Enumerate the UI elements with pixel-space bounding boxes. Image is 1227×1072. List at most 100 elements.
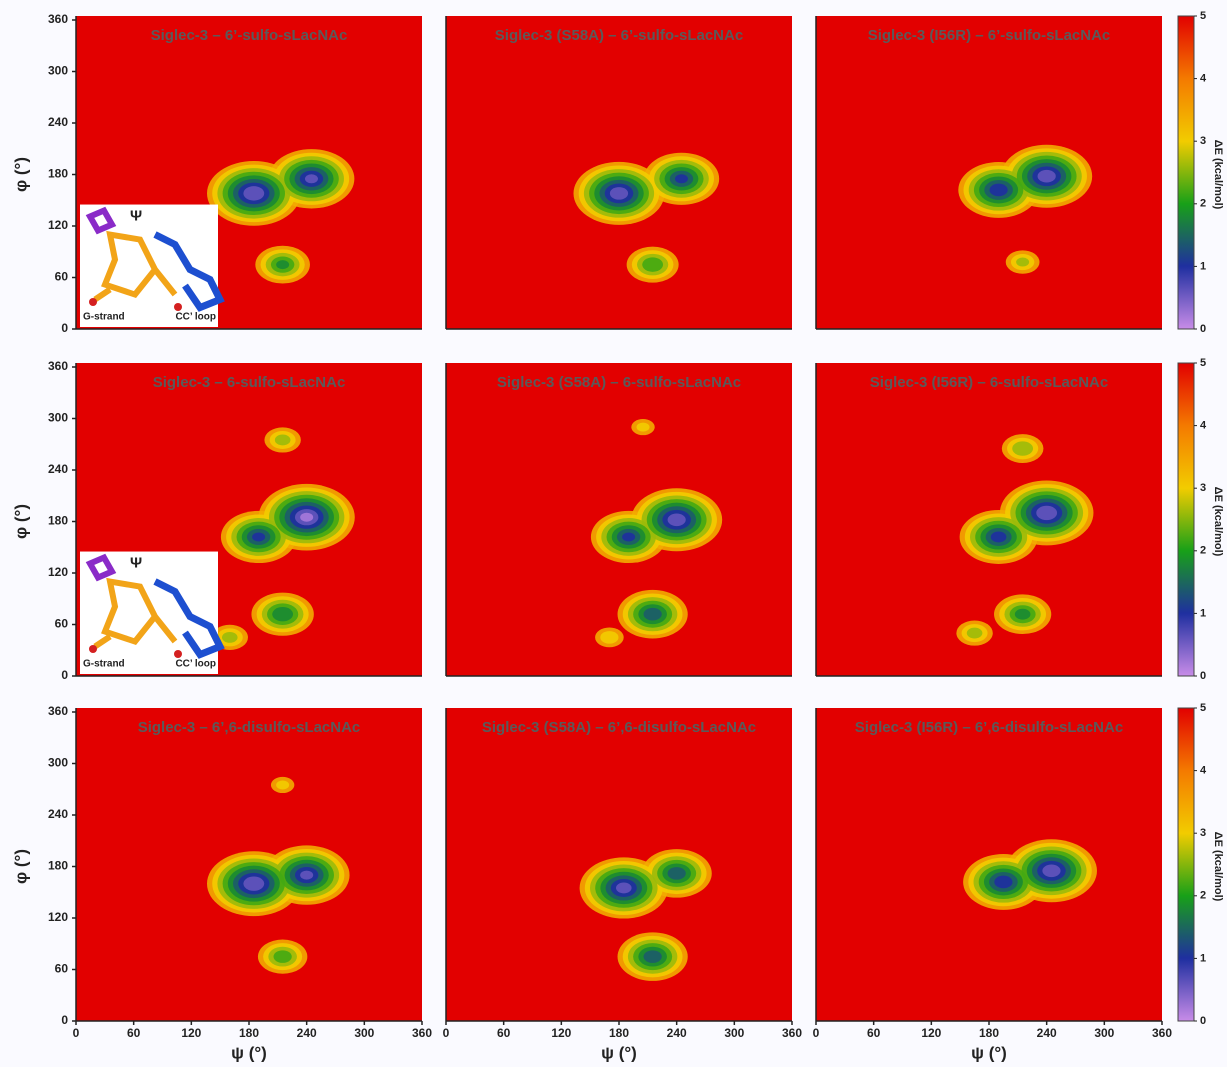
- y-tick-label: 180: [48, 859, 68, 873]
- panel: [816, 363, 1162, 676]
- colorbar-tick-label: 1: [1200, 607, 1206, 619]
- y-axis-label: φ (°): [11, 849, 30, 884]
- y-tick-label: 360: [48, 359, 68, 373]
- colorbar-label: ΔE (kcal/mol): [1212, 140, 1224, 210]
- colorbar-tick-label: 2: [1200, 198, 1206, 210]
- y-tick-label: 240: [48, 462, 68, 476]
- y-tick-label: 60: [55, 962, 69, 976]
- energy-basin: [1012, 441, 1033, 455]
- energy-basin: [243, 876, 264, 890]
- colorbar-tick-label: 5: [1200, 357, 1206, 369]
- panel-title: Siglec-3 (I56R) – 6’,6-disulfo-sLacNAc: [855, 719, 1123, 736]
- colorbar-tick-label: 2: [1200, 890, 1206, 902]
- x-tick-label: 60: [497, 1026, 511, 1040]
- y-tick-label: 120: [48, 910, 68, 924]
- panel: [76, 708, 422, 1021]
- energy-basin: [991, 532, 1007, 543]
- panel: [446, 16, 792, 329]
- y-tick-label: 360: [48, 12, 68, 26]
- y-axis-label: φ (°): [11, 504, 30, 539]
- energy-basin: [668, 867, 686, 880]
- x-tick-label: 240: [297, 1026, 317, 1040]
- x-tick-label: 180: [239, 1026, 259, 1040]
- energy-basin: [622, 532, 635, 541]
- panel-title: Siglec-3 (I56R) – 6’-sulfo-sLacNAc: [868, 27, 1111, 44]
- x-tick-label: 60: [867, 1026, 881, 1040]
- energy-basin: [644, 950, 662, 963]
- energy-basin: [610, 187, 628, 200]
- colorbar-tick-label: 3: [1200, 482, 1206, 494]
- inset-label: Ψ: [130, 555, 142, 572]
- inset-label: CC’ loop: [175, 659, 216, 670]
- y-tick-label: 60: [55, 617, 69, 631]
- y-tick-label: 0: [61, 1013, 68, 1027]
- energy-basin: [1036, 506, 1057, 520]
- colorbar: [1178, 16, 1194, 329]
- x-tick-label: 0: [73, 1026, 80, 1040]
- energy-basin: [642, 257, 663, 271]
- panel-title: Siglec-3 (S58A) – 6’-sulfo-sLacNAc: [495, 27, 743, 44]
- energy-basin: [637, 423, 650, 432]
- y-tick-label: 300: [48, 64, 68, 78]
- energy-basin: [275, 435, 291, 446]
- energy-basin: [1042, 864, 1060, 877]
- x-tick-label: 360: [1152, 1026, 1172, 1040]
- panel-title: Siglec-3 – 6-sulfo-sLacNAc: [153, 374, 346, 391]
- x-tick-label: 240: [1037, 1026, 1057, 1040]
- y-tick-label: 240: [48, 115, 68, 129]
- energy-basin: [1015, 609, 1031, 620]
- colorbar-label: ΔE (kcal/mol): [1212, 832, 1224, 902]
- x-tick-label: 180: [979, 1026, 999, 1040]
- colorbar: [1178, 363, 1194, 676]
- colorbar-label: ΔE (kcal/mol): [1212, 487, 1224, 557]
- x-tick-label: 60: [127, 1026, 141, 1040]
- figure: Siglec-3 – 6’-sulfo-sLacNAc0601201802403…: [0, 0, 1227, 1067]
- energy-basin: [967, 628, 983, 639]
- energy-basin: [252, 532, 265, 541]
- colorbar-tick-label: 5: [1200, 10, 1206, 22]
- colorbar-tick-label: 4: [1200, 73, 1207, 85]
- x-tick-label: 0: [443, 1026, 450, 1040]
- y-tick-label: 120: [48, 218, 68, 232]
- x-tick-label: 300: [1094, 1026, 1114, 1040]
- energy-basin: [994, 876, 1012, 889]
- x-axis-label: ψ (°): [231, 1043, 267, 1062]
- energy-basin: [276, 780, 289, 789]
- x-tick-label: 120: [551, 1026, 571, 1040]
- panel: [816, 708, 1162, 1021]
- panel: [816, 16, 1162, 329]
- colorbar-tick-label: 3: [1200, 135, 1206, 147]
- y-tick-label: 0: [61, 668, 68, 682]
- y-tick-label: 180: [48, 167, 68, 181]
- energy-basin: [300, 513, 313, 522]
- panel-title: Siglec-3 (I56R) – 6-sulfo-sLacNAc: [870, 374, 1108, 391]
- colorbar-tick-label: 2: [1200, 545, 1206, 557]
- inset-atom: [89, 298, 97, 306]
- x-tick-label: 180: [609, 1026, 629, 1040]
- x-tick-label: 240: [667, 1026, 687, 1040]
- panel-title: Siglec-3 (S58A) – 6-sulfo-sLacNAc: [497, 374, 741, 391]
- x-axis-label: ψ (°): [971, 1043, 1007, 1062]
- energy-basin: [1016, 258, 1029, 267]
- energy-basin: [990, 184, 1008, 197]
- energy-basin: [272, 607, 293, 621]
- energy-basin: [300, 871, 313, 880]
- energy-basin: [675, 174, 688, 183]
- panel-title: Siglec-3 (S58A) – 6’,6-disulfo-sLacNAc: [482, 719, 756, 736]
- y-tick-label: 180: [48, 514, 68, 528]
- y-tick-label: 360: [48, 704, 68, 718]
- colorbar-tick-label: 1: [1200, 260, 1206, 272]
- colorbar-tick-label: 0: [1200, 1015, 1206, 1027]
- energy-basin: [1038, 170, 1056, 183]
- energy-basin: [600, 631, 618, 644]
- y-tick-label: 300: [48, 411, 68, 425]
- y-tick-label: 120: [48, 565, 68, 579]
- energy-basin: [616, 883, 632, 894]
- colorbar-tick-label: 0: [1200, 323, 1206, 335]
- energy-basin: [243, 186, 264, 200]
- energy-basin: [222, 632, 238, 643]
- energy-basin: [668, 513, 686, 526]
- y-tick-label: 60: [55, 270, 69, 284]
- energy-basin: [644, 608, 662, 621]
- x-axis-label: ψ (°): [601, 1043, 637, 1062]
